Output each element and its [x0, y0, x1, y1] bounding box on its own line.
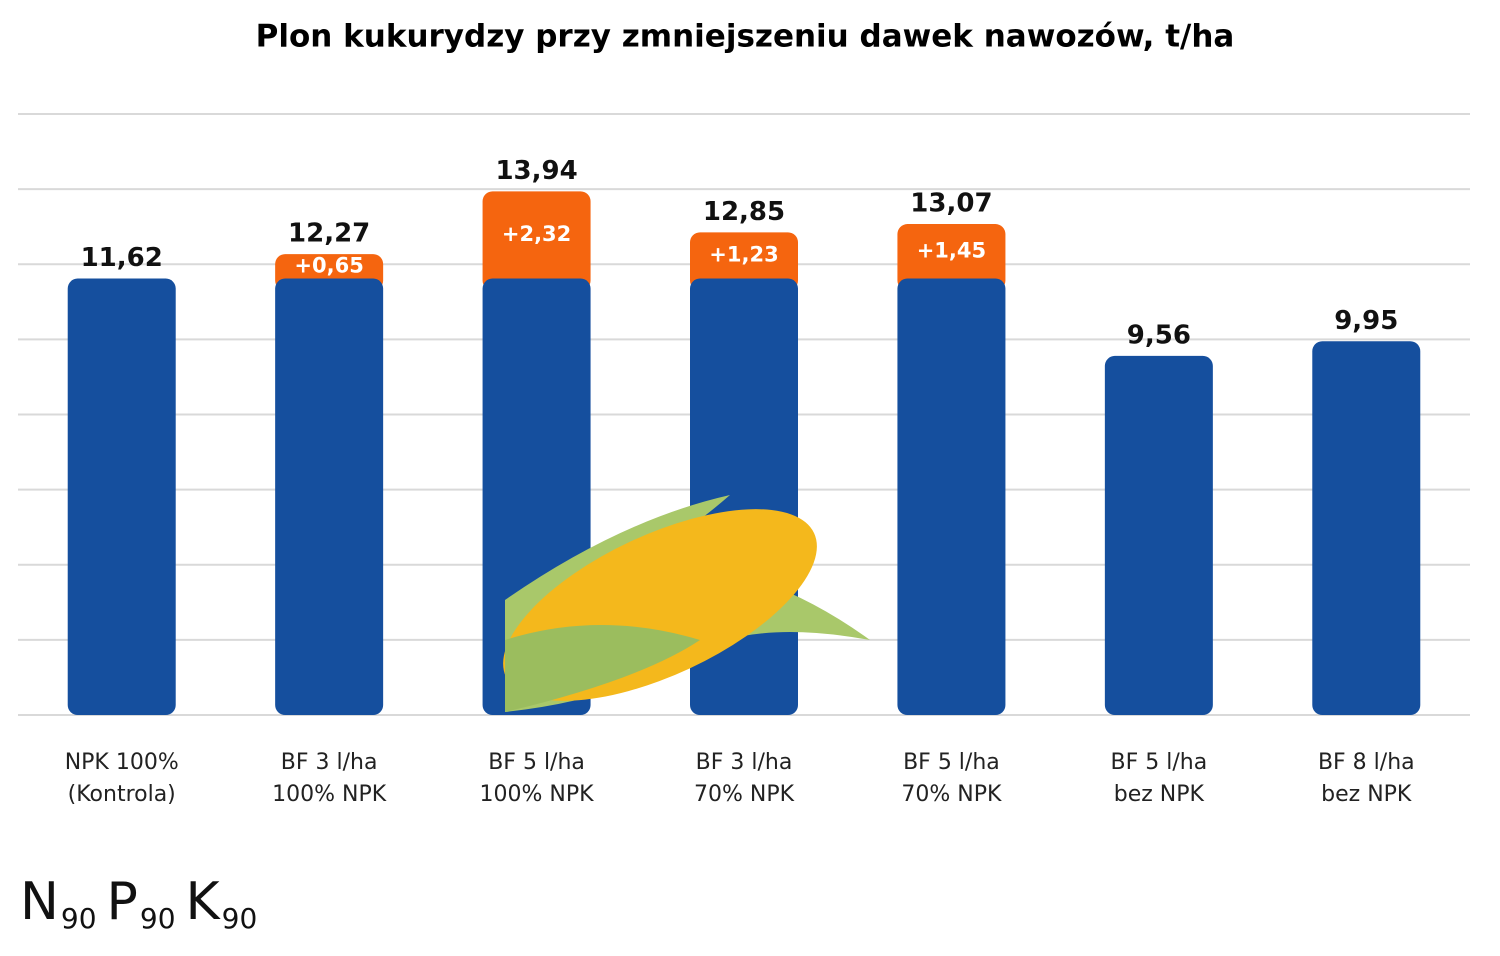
footnote-sub: 90: [140, 902, 176, 935]
total-label: 13,07: [910, 189, 992, 219]
total-label: 11,62: [81, 243, 163, 273]
x-tick-label: BF 8 l/ha: [1318, 750, 1415, 775]
x-tick-label: (Kontrola): [68, 782, 176, 807]
bar-segment: [1104, 355, 1213, 715]
footnote-sub: 90: [61, 902, 97, 935]
bar-segment: [1312, 341, 1421, 715]
segment-label: +1,23: [709, 242, 778, 266]
footnote-base: K: [186, 872, 222, 932]
bar-segment: [897, 224, 1006, 291]
segment-label: +2,32: [502, 222, 571, 246]
segment-label: +1,45: [917, 238, 986, 262]
footnote: N 90 P 90 K 90: [20, 872, 257, 935]
bar-segment: [897, 278, 1006, 715]
footnote-base: N: [20, 872, 59, 932]
footnote-sub: 90: [222, 902, 258, 935]
segment-label: +0,65: [294, 253, 363, 277]
x-tick-label: bez NPK: [1114, 782, 1205, 807]
x-tick-label: BF 3 l/ha: [281, 750, 378, 775]
bar-segment: [690, 232, 798, 291]
total-label: 12,85: [703, 197, 785, 227]
x-tick-label: 100% NPK: [272, 782, 387, 807]
corn-illustration: [503, 495, 870, 712]
x-tick-label: NPK 100%: [65, 750, 179, 775]
x-tick-label: bez NPK: [1321, 782, 1412, 807]
bar-segment: [275, 278, 384, 715]
total-label: 12,27: [288, 219, 370, 249]
x-tick-label: BF 3 l/ha: [696, 750, 793, 775]
x-tick-label: BF 5 l/ha: [1111, 750, 1208, 775]
footnote-base: P: [107, 872, 138, 932]
x-tick-label: BF 5 l/ha: [488, 750, 585, 775]
total-label: 9,56: [1127, 320, 1191, 350]
bar-segment: [67, 278, 176, 715]
x-tick-label: BF 5 l/ha: [903, 750, 1000, 775]
x-tick-label: 70% NPK: [901, 782, 1002, 807]
chart-title: Plon kukurydzy przy zmniejszeniu dawek n…: [256, 19, 1235, 55]
total-label: 9,95: [1334, 306, 1398, 336]
x-tick-label: 100% NPK: [480, 782, 595, 807]
x-tick-label: 70% NPK: [694, 782, 795, 807]
bar-segment: [482, 191, 591, 291]
total-label: 13,94: [495, 156, 577, 186]
